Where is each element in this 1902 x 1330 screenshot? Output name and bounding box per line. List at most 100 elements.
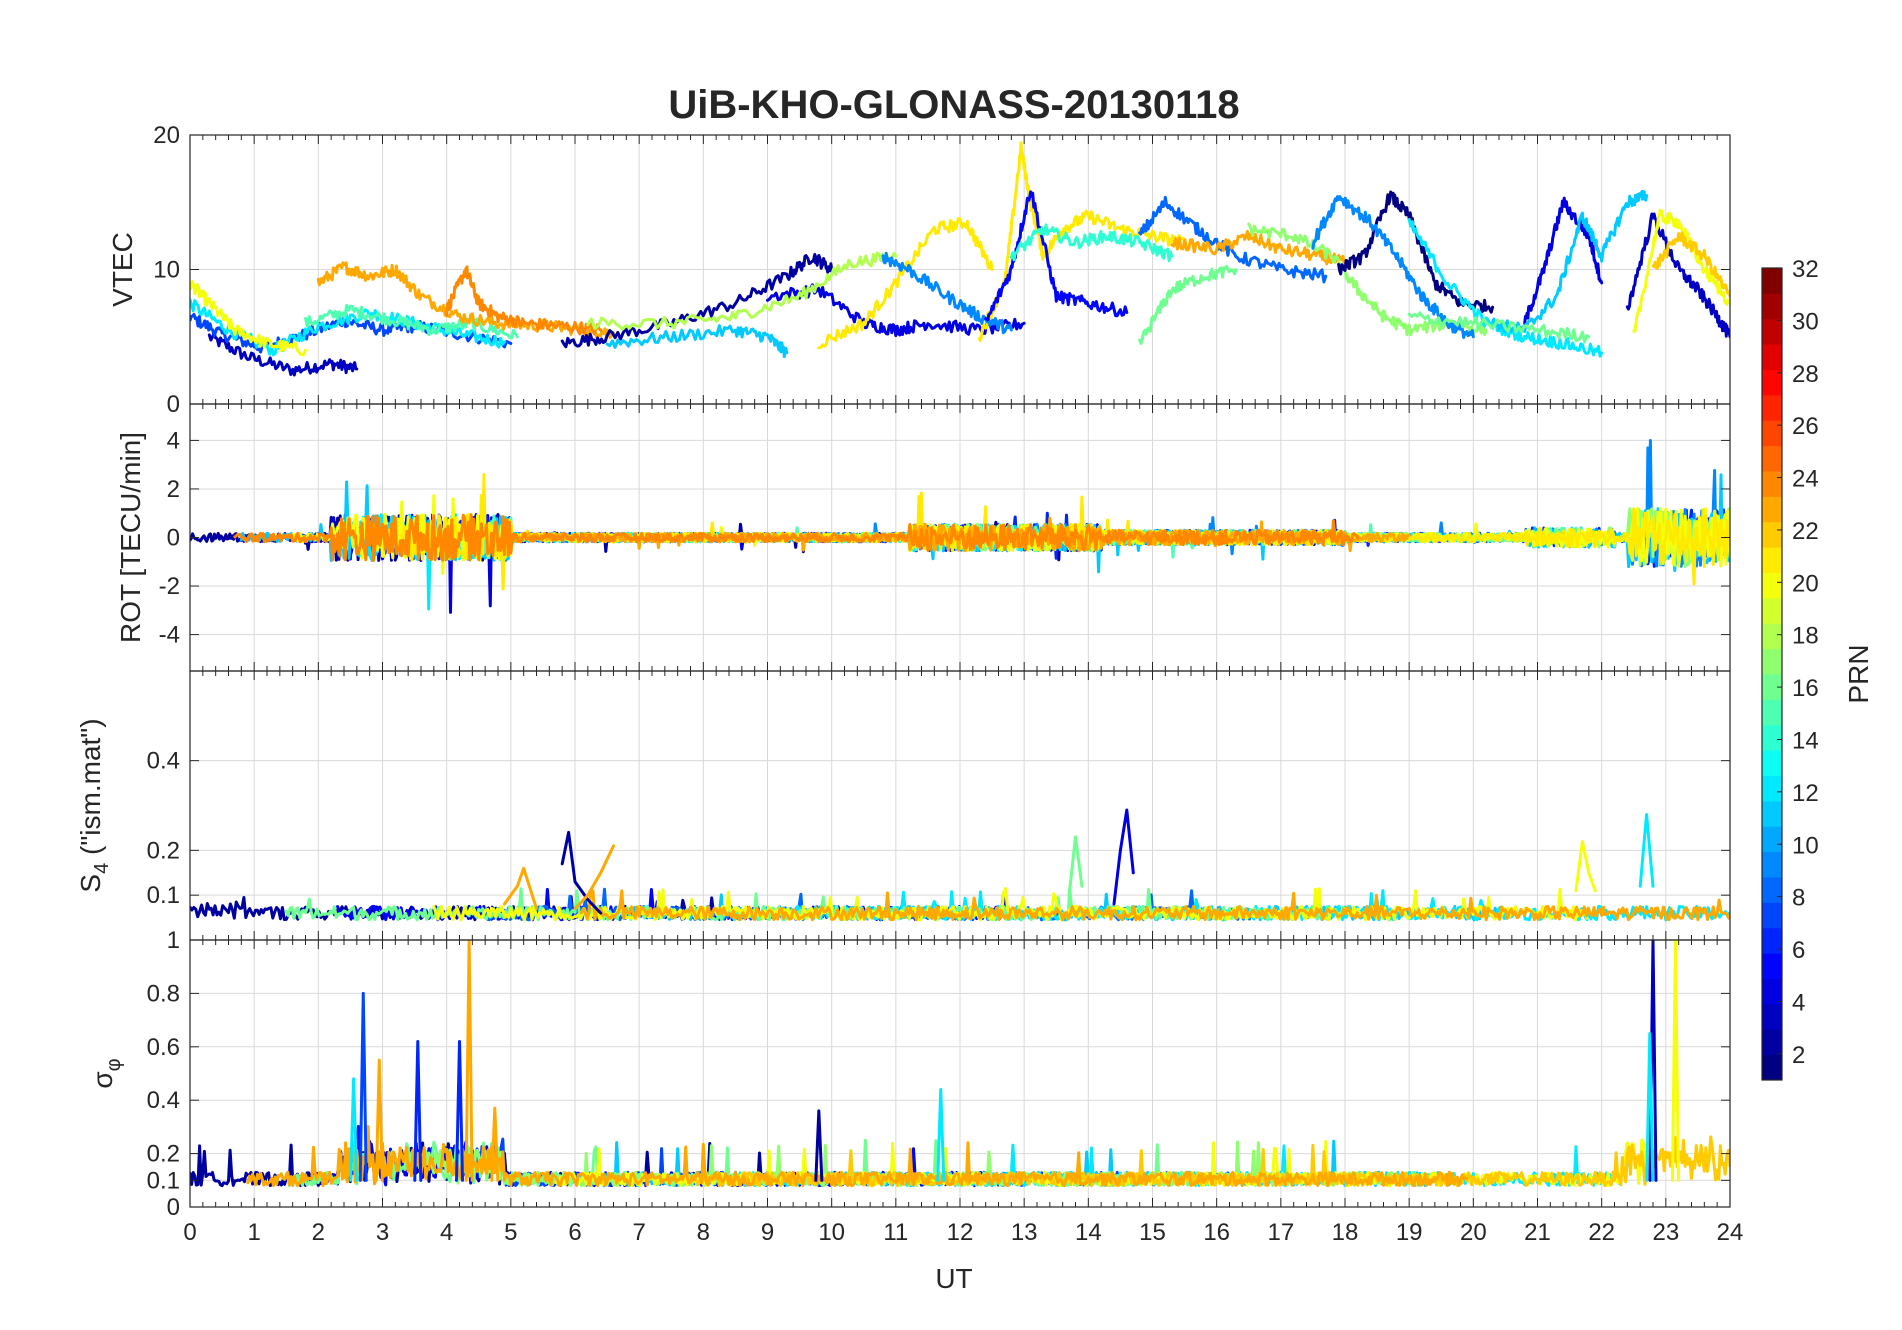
colorbar-tick-label: 4: [1792, 989, 1805, 1016]
y-axis-label: VTEC: [107, 232, 138, 307]
y-tick-label: 1: [167, 927, 180, 954]
x-tick-label: 14: [1075, 1219, 1102, 1246]
x-tick-label: 16: [1203, 1219, 1230, 1246]
vtec-series-prn-9: [881, 251, 1013, 335]
colorbar-tick-label: 32: [1792, 256, 1819, 283]
y-tick-label: 0: [167, 391, 180, 418]
vtec-series-prn-23: [316, 261, 615, 339]
y-tick-label: 0: [167, 525, 180, 552]
colorbar-band-prn-25: [1762, 445, 1782, 472]
s4-spike-prn-23: [573, 844, 615, 911]
colorbar-tick-label: 2: [1792, 1042, 1805, 1069]
colorbar-tick-label: 30: [1792, 308, 1819, 335]
vtec-series-prn-16: [1138, 265, 1238, 345]
y-tick-label: 4: [167, 427, 180, 454]
colorbar-band-prn-10: [1762, 826, 1782, 853]
panel-rot: -4 -2 0 2 4 ROT [TECU/min]: [115, 403, 1731, 672]
vtec-series-prn-20: [1632, 208, 1730, 333]
x-tick-label: 21: [1524, 1219, 1551, 1246]
x-tick-label: 15: [1139, 1219, 1166, 1246]
data-area: [190, 439, 1730, 614]
y-tick-label: 0.4: [147, 748, 180, 775]
colorbar-tick-label: 6: [1792, 937, 1805, 964]
sigma-spike-prn-23: [374, 1058, 384, 1182]
x-tick-label: 5: [504, 1219, 517, 1246]
vtec-series-prn-18: [586, 251, 898, 331]
colorbar-band-prn-15: [1762, 699, 1782, 726]
y-tick-label: 10: [153, 257, 180, 284]
colorbar-tick-label: 26: [1792, 413, 1819, 440]
s4-spike-prn-12: [1638, 813, 1655, 888]
vtec-series-prn-11: [605, 324, 789, 359]
x-tick-label: 9: [761, 1219, 774, 1246]
s4-spike-prn-4: [1112, 808, 1135, 906]
s4-spike-prn-2: [560, 830, 603, 915]
colorbar-band-prn-24: [1762, 471, 1782, 497]
sigma-spike-prn-2: [814, 1109, 824, 1182]
vtec-series-prn-20: [190, 280, 307, 357]
y-tick-label: 0.2: [147, 1141, 180, 1168]
colorbar-tick-label: 8: [1792, 885, 1805, 912]
colorbar-band-prn-13: [1762, 750, 1782, 776]
vtec-series-prn-9: [1311, 195, 1475, 339]
colorbar-band-prn-23: [1762, 496, 1782, 523]
y-tick-label: 20: [153, 122, 180, 149]
colorbar-band-prn-30: [1762, 318, 1782, 345]
vtec-series-prn-3: [207, 331, 359, 377]
colorbar-band-prn-20: [1762, 572, 1782, 599]
vtec-series-prn-21: [817, 217, 994, 350]
sigma-spike-prn-6: [455, 1039, 464, 1182]
x-tick-labels: 0 1 2 3 4 5 6 7 8 9 10 11 12 13 14 15 16 17 18 19 20 21 22 23 24: [183, 1219, 1743, 1246]
colorbar-tick-label: 16: [1792, 675, 1819, 702]
x-tick-label: 8: [697, 1219, 710, 1246]
x-axis-label: UT: [935, 1263, 972, 1294]
colorbar-band-prn-12: [1762, 775, 1782, 802]
y-tick-label: -2: [159, 573, 180, 600]
sigma-baseline-prn-23: [246, 1125, 1469, 1188]
chart-title: UiB-KHO-GLONASS-20130118: [668, 83, 1239, 127]
colorbar-tick-label: 20: [1792, 570, 1819, 597]
colorbar-band-prn-2: [1762, 1029, 1782, 1056]
vtec-series-prn-24: [445, 265, 603, 336]
x-tick-label: 2: [312, 1219, 325, 1246]
y-tick-label: 0.4: [147, 1087, 180, 1114]
vtec-series-prn-22: [1651, 231, 1730, 298]
sigma-spike-prn-7: [358, 991, 368, 1182]
panel-vtec: 0 10 20 VTEC: [107, 122, 1731, 418]
x-tick-label: 18: [1332, 1219, 1359, 1246]
colorbar-band-prn-29: [1762, 344, 1782, 370]
colorbar-band-prn-3: [1762, 1003, 1782, 1030]
colorbar-band-prn-5: [1762, 953, 1782, 979]
colorbar-band-prn-19: [1762, 597, 1782, 624]
y-axis-label: S4 ("ism.mat"): [75, 718, 113, 892]
colorbar-tick-label: 14: [1792, 727, 1819, 754]
sigma-spike-prn-12: [349, 1077, 359, 1182]
y-tick-label: 0: [167, 1194, 180, 1221]
x-tick-label: 3: [376, 1219, 389, 1246]
colorbar-tick-label: 12: [1792, 780, 1819, 807]
colorbar-band-prn-17: [1762, 648, 1782, 675]
vtec-series-prn-16: [1407, 311, 1591, 344]
vtec-series-prn-5: [984, 190, 1129, 322]
sigma-spike-prn-6: [413, 1039, 423, 1182]
sigma-spike-prn-12: [936, 1088, 946, 1182]
y-tick-label: 0.2: [147, 837, 180, 864]
colorbar-band-prn-16: [1762, 674, 1782, 700]
x-tick-label: 20: [1460, 1219, 1487, 1246]
colorbar-band-prn-9: [1762, 851, 1782, 878]
colorbar-band-prn-27: [1762, 394, 1782, 421]
data-area: [190, 141, 1730, 377]
vtec-series-prn-17: [1247, 222, 1488, 337]
colorbar-band-prn-6: [1762, 927, 1782, 954]
data-area: [190, 808, 1730, 922]
y-tick-label: 0.1: [147, 1167, 180, 1194]
vtec-series-prn-11: [1491, 189, 1649, 334]
colorbar-band-prn-7: [1762, 902, 1782, 929]
colorbar-tick-label: 22: [1792, 518, 1819, 545]
x-tick-label: 24: [1717, 1219, 1744, 1246]
x-tick-label: 4: [440, 1219, 453, 1246]
colorbar-band-prn-1: [1762, 1054, 1782, 1081]
y-tick-label: 0.1: [147, 882, 180, 909]
